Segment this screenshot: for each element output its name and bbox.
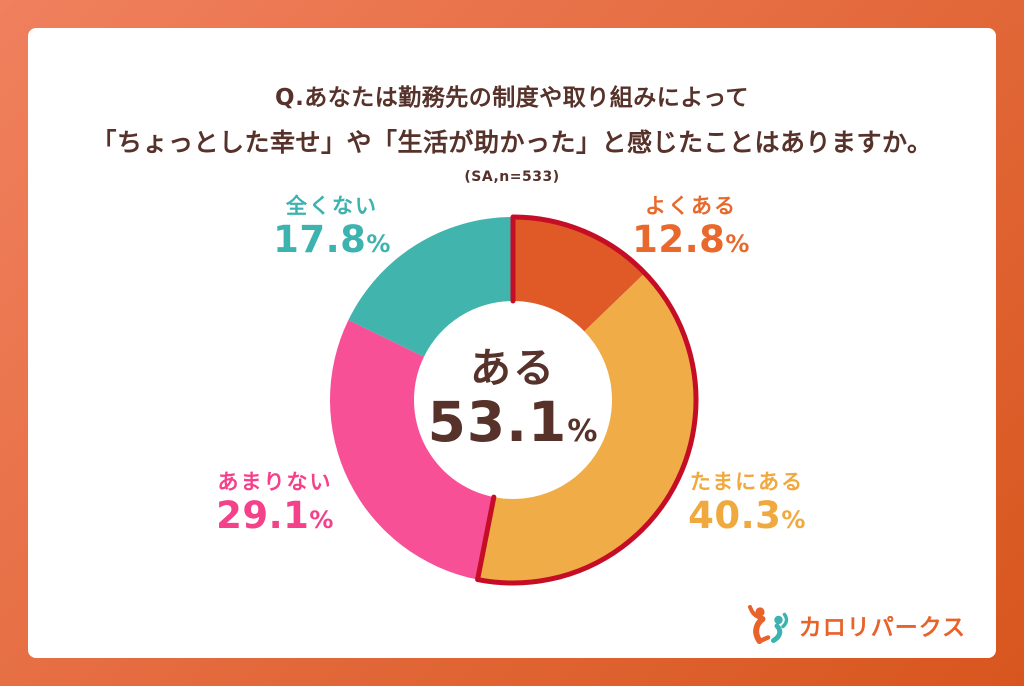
survey-question: Q.あなたは勤務先の制度や取り組みによって 「ちょっとした幸せ」や「生活が助かっ… bbox=[28, 78, 996, 185]
donut-segment-1 bbox=[477, 273, 696, 583]
percent-sign: % bbox=[309, 506, 334, 534]
percent-sign: % bbox=[366, 230, 391, 258]
survey-question-line-1: Q.あなたは勤務先の制度や取り組みによって bbox=[275, 85, 749, 111]
donut-chart: ある 53.1% よくある 12.8% たまにある 40.3% あまりない 29… bbox=[28, 28, 996, 658]
donut-segment-2 bbox=[330, 320, 494, 580]
brand-logo-icon bbox=[747, 605, 788, 644]
center-label-text: ある bbox=[470, 344, 556, 392]
percent-sign: % bbox=[725, 230, 750, 258]
percent-sign: % bbox=[781, 506, 806, 534]
survey-question-line-2: 「ちょっとした幸せ」や「生活が助かった」と感じたことはありますか。 bbox=[91, 128, 933, 157]
sample-size-note: (SA,n=533) bbox=[464, 169, 560, 185]
segment-label-sometimes: たまにある 40.3% bbox=[688, 470, 806, 537]
center-label: ある 53.1% bbox=[363, 344, 663, 455]
brand-logo: カロリパークス bbox=[747, 605, 966, 645]
donut-segment-3 bbox=[348, 217, 513, 357]
segment-label-rarely: あまりない 29.1% bbox=[216, 470, 334, 537]
segment-label-never: 全くない 17.8% bbox=[273, 194, 391, 261]
highlight-outline bbox=[475, 214, 699, 586]
center-percentage: 53.1% bbox=[427, 390, 599, 455]
donut-svg bbox=[330, 214, 699, 586]
card: Q.あなたは勤務先の制度や取り組みによって 「ちょっとした幸せ」や「生活が助かっ… bbox=[28, 28, 996, 658]
donut-segment-0 bbox=[513, 217, 645, 332]
brand-logo-text: カロリパークス bbox=[798, 615, 966, 641]
segment-label-often: よくある 12.8% bbox=[632, 194, 750, 261]
percent-sign: % bbox=[567, 414, 599, 450]
